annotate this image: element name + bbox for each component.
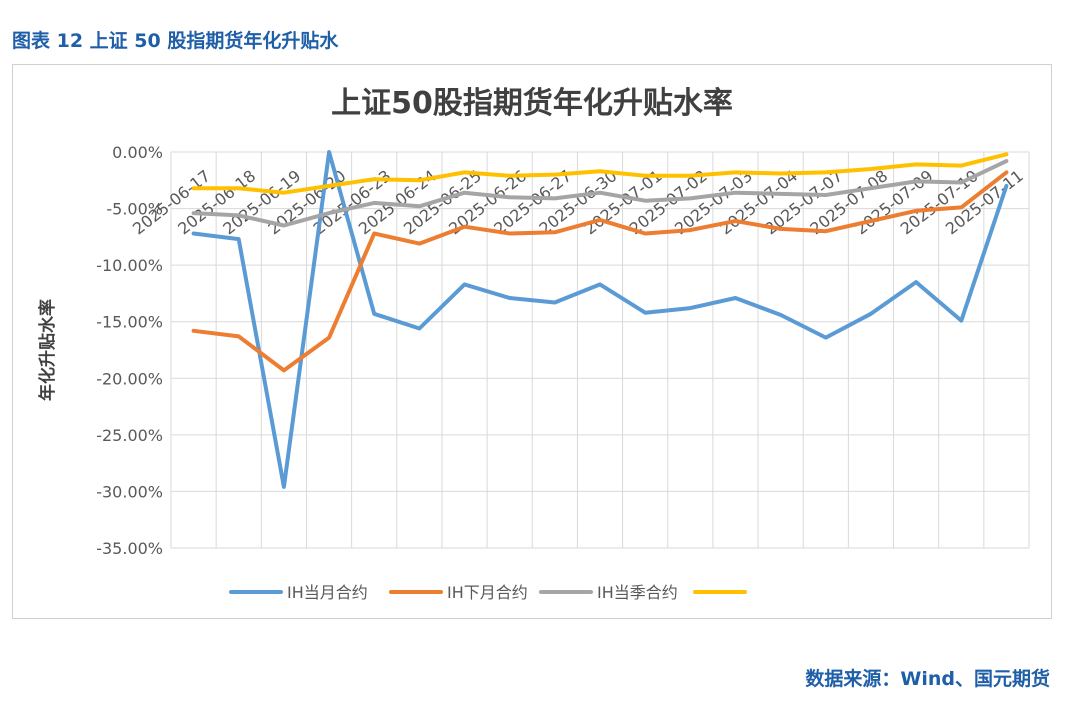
y-tick-label: -10.00% [96, 256, 163, 275]
y-tick-label: -25.00% [96, 426, 163, 445]
legend-label: IH当季合约 [597, 583, 678, 602]
series-line-3 [191, 159, 1009, 228]
y-axis-label: 年化升贴水率 [37, 299, 58, 401]
line-chart: 上证50股指期货年化升贴水率 0.00% -5.00% -10.00% -15.00%… [37, 86, 1030, 602]
legend: IH当月合约 IH下月合约 IH当季合约 [229, 583, 747, 602]
series-line-4 [191, 152, 1009, 195]
chart-title: 上证50股指期货年化升贴水率 [331, 86, 733, 121]
series-lines [191, 150, 1009, 489]
y-tick-label: 0.00% [112, 143, 163, 162]
y-tick-label: -30.00% [96, 482, 163, 501]
legend-label: IH当月合约 [287, 583, 368, 602]
chart-frame: 上证50股指期货年化升贴水率 0.00% -5.00% -10.00% -15.00%… [12, 64, 1052, 619]
y-tick-label: -20.00% [96, 369, 163, 388]
y-axis-ticks: 0.00% -5.00% -10.00% -15.00% -20.00% -25.00% -… [96, 143, 163, 558]
series-line-1 [191, 150, 1009, 489]
y-tick-label: -35.00% [96, 539, 163, 558]
series-line-2 [191, 170, 1009, 373]
source-note: 数据来源：Wind、国元期货 [805, 668, 1050, 690]
y-tick-label: -15.00% [96, 313, 163, 332]
legend-label: IH下月合约 [447, 583, 528, 602]
y-tick-label: -5.00% [106, 200, 163, 219]
figure-caption: 图表 12 上证 50 股指期货年化升贴水 [12, 30, 339, 52]
